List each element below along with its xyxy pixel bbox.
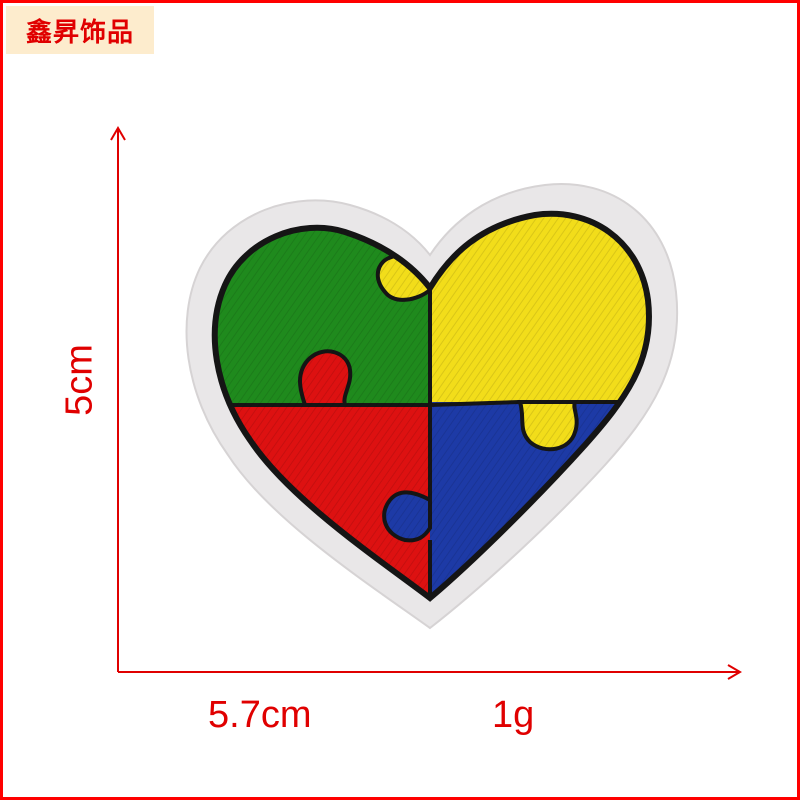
- height-arrowhead-icon: [110, 126, 126, 141]
- brand-text: 鑫昇饰品: [25, 17, 134, 48]
- weight-label: 1g: [492, 694, 535, 736]
- width-arrowhead-icon: [727, 664, 742, 680]
- width-label: 5.7cm: [208, 694, 312, 736]
- heart-outline: [211, 210, 652, 602]
- brand-badge: 鑫昇饰品: [6, 6, 154, 54]
